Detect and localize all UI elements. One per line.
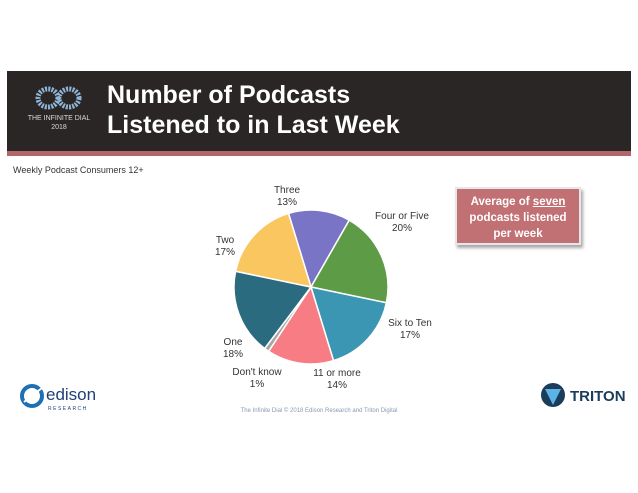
pie-slice-three xyxy=(287,209,351,289)
callout-line3: per week xyxy=(493,228,543,240)
infinite-dial-logo: THE INFINITE DIAL 2018 xyxy=(14,78,104,144)
slice-value-label: 14% xyxy=(327,380,347,391)
edison-logo: edison RESEARCH xyxy=(20,378,120,414)
callout-line2: podcasts listened xyxy=(469,212,567,224)
slice-label: 11 or more xyxy=(313,368,361,379)
slice-label: Don't know xyxy=(232,367,282,378)
pie-slice-six-to-ten xyxy=(309,286,388,362)
slice-value-label: 1% xyxy=(250,379,265,390)
triton-wordmark: TRITON xyxy=(570,388,626,405)
accent-line xyxy=(7,151,631,156)
slice-label: Six to Ten xyxy=(388,318,432,329)
slice-value-label: 20% xyxy=(392,223,412,234)
edison-mark-icon xyxy=(20,384,44,408)
slice-label: Three xyxy=(274,185,301,196)
page-title: Number of Podcasts Listened to in Last W… xyxy=(107,80,400,140)
triton-logo: TRITON xyxy=(538,378,628,414)
pie-slice-one xyxy=(233,270,313,350)
footer-credit: The Infinite Dial © 2018 Edison Research… xyxy=(240,408,398,414)
slice-value-label: 17% xyxy=(400,330,420,341)
title-line1: Number of Podcasts xyxy=(107,81,351,109)
slice-value-label: 17% xyxy=(215,247,235,258)
pie-slice-two xyxy=(234,212,313,288)
slice-value-label: 13% xyxy=(277,197,297,208)
average-callout: Average of seven podcasts listened per w… xyxy=(455,187,581,245)
callout-highlight: seven xyxy=(532,196,566,208)
edison-wordmark: edison xyxy=(46,385,96,404)
header-bar xyxy=(7,71,631,151)
pie-slice-11-or-more xyxy=(267,285,335,365)
slice-value-label: 18% xyxy=(223,349,243,360)
title-line2: Listened to in Last Week xyxy=(107,111,400,139)
pie-slice-four-or-five xyxy=(309,219,389,304)
slice-label: One xyxy=(224,337,243,348)
logo-line1: THE INFINITE DIAL xyxy=(27,115,91,122)
infinity-icon xyxy=(35,86,82,110)
slice-label: Four or Five xyxy=(375,211,429,222)
chart-subtitle: Weekly Podcast Consumers 12+ xyxy=(13,165,144,175)
logo-line2: 2018 xyxy=(51,124,67,131)
edison-subtext: RESEARCH xyxy=(48,406,88,412)
slice-label: Two xyxy=(216,235,235,246)
callout-pre: Average of xyxy=(470,196,530,208)
